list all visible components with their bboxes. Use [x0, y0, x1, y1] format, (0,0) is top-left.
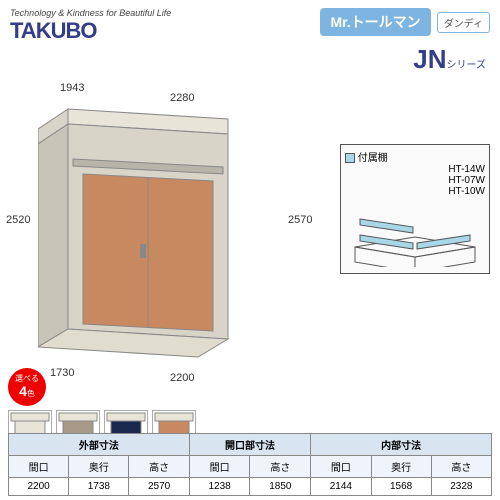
sub-0: 間口 [9, 456, 69, 478]
sub-6: 奥行 [371, 456, 431, 478]
sub-7: 高さ [431, 456, 491, 478]
dimensions-table: 外部寸法 開口部寸法 内部寸法 間口 奥行 高さ 間口 高さ 間口 奥行 高さ … [8, 433, 492, 496]
val-1: 1738 [69, 478, 129, 496]
shelf-diagram [345, 197, 485, 267]
tagline: Technology & Kindness for Beautiful Life [10, 8, 320, 18]
main-diagram-area: 1943 2280 2520 2570 1730 2200 付属棚 HT-14W… [0, 44, 500, 354]
val-6: 1568 [371, 478, 431, 496]
sub-5: 間口 [311, 456, 371, 478]
val-3: 1238 [189, 478, 250, 496]
header: Technology & Kindness for Beautiful Life… [0, 0, 500, 44]
dim-bottom-depth: 1730 [50, 367, 74, 379]
shelf-item-1: HT-07W [345, 175, 485, 186]
dim-top-depth: 1943 [60, 82, 84, 94]
badge-line2: 色 [27, 389, 35, 398]
table-sub-row: 間口 奥行 高さ 間口 高さ 間口 奥行 高さ [9, 456, 492, 478]
brand-logo: TAKUBO [10, 18, 320, 44]
sub-4: 高さ [250, 456, 311, 478]
val-4: 1850 [250, 478, 311, 496]
shelf-accessory-box: 付属棚 HT-14W HT-07W HT-10W [340, 144, 490, 274]
shelf-color-square [345, 153, 355, 163]
th-internal: 内部寸法 [311, 434, 492, 456]
val-5: 2144 [311, 478, 371, 496]
logo-area: Technology & Kindness for Beautiful Life… [10, 8, 320, 44]
th-opening: 開口部寸法 [189, 434, 311, 456]
shelf-item-0: HT-14W [345, 164, 485, 175]
table-group-row: 外部寸法 開口部寸法 内部寸法 [9, 434, 492, 456]
shelf-title: 付属棚 [358, 153, 388, 164]
shelf-title-row: 付属棚 [345, 149, 485, 164]
dim-left-height: 2520 [6, 214, 30, 226]
val-7: 2328 [431, 478, 491, 496]
val-2: 2570 [129, 478, 189, 496]
badge-area: Mr.トールマン ダンディ [320, 8, 490, 36]
th-external: 外部寸法 [9, 434, 190, 456]
dim-bottom-width: 2200 [170, 372, 194, 384]
shelf-item-2: HT-10W [345, 186, 485, 197]
sub-1: 奥行 [69, 456, 129, 478]
table-value-row: 2200 1738 2570 1238 1850 2144 1568 2328 [9, 478, 492, 496]
dim-top-width: 2280 [170, 92, 194, 104]
product-name-badge: Mr.トールマン [320, 8, 430, 36]
dim-right-height: 2570 [288, 214, 312, 226]
val-0: 2200 [9, 478, 69, 496]
sub-3: 間口 [189, 456, 250, 478]
sub-2: 高さ [129, 456, 189, 478]
badge-number: 4 [19, 383, 27, 399]
color-count-badge: 選べる 4色 [8, 368, 46, 406]
shed-drawing [38, 99, 278, 359]
subbrand-badge: ダンディ [437, 12, 490, 33]
